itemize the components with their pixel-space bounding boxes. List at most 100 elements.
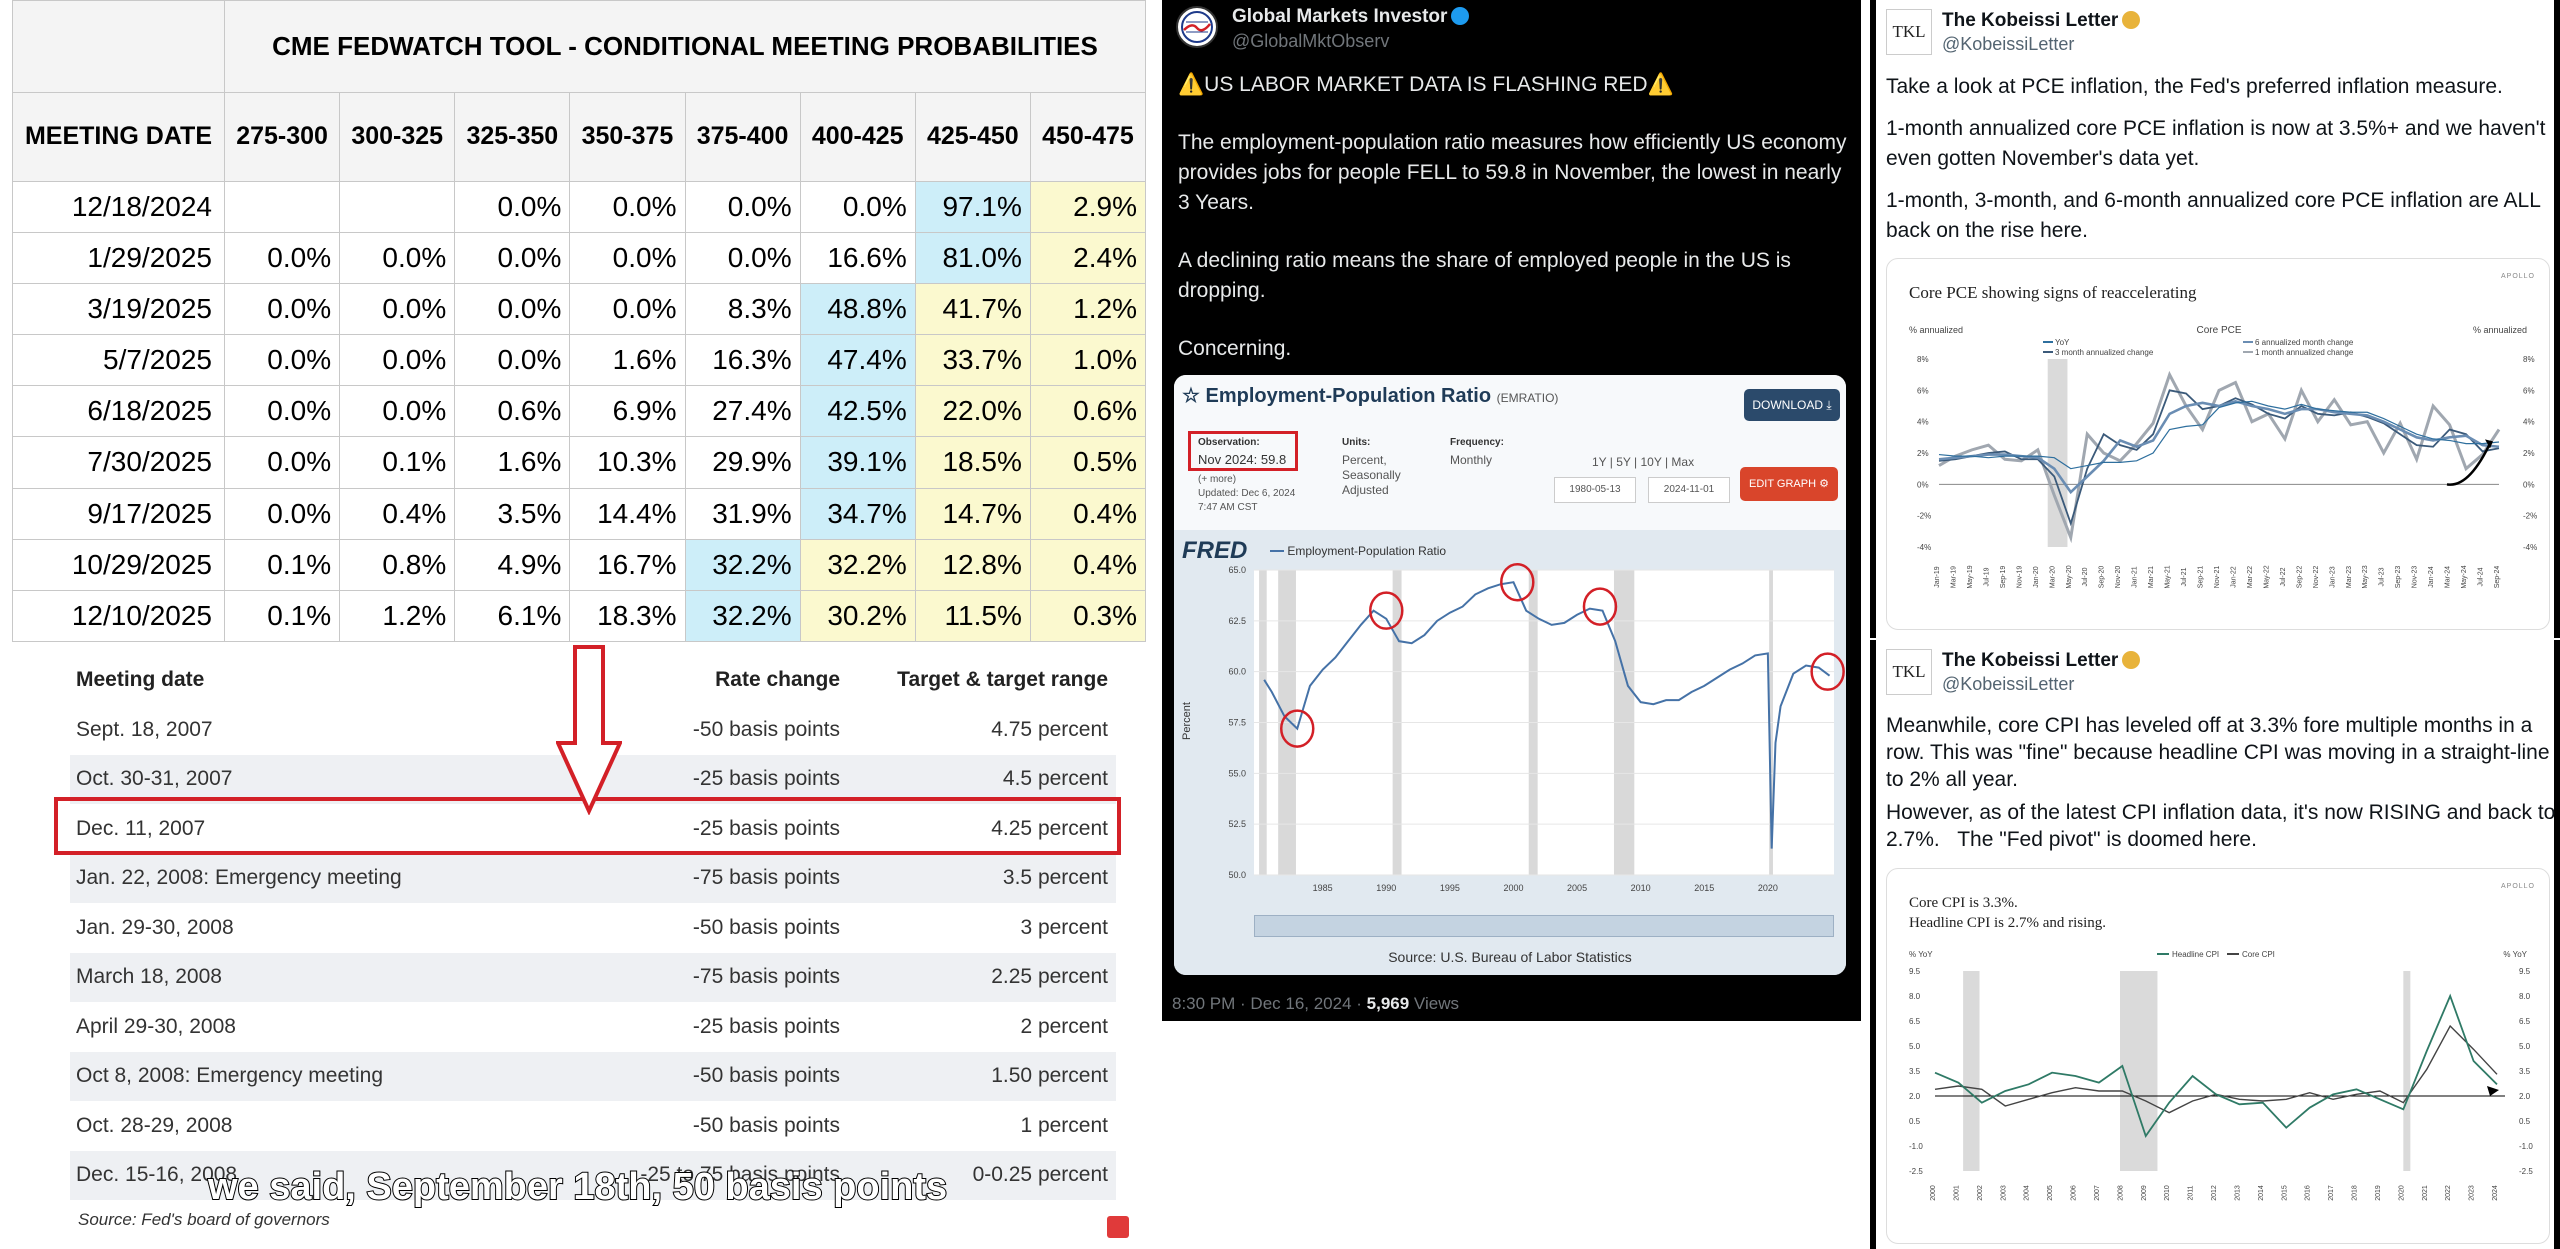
target-range-cell: 4.25 percent (991, 816, 1108, 840)
recession-band (1963, 971, 1980, 1171)
gear-icon: ⚙ (1819, 478, 1829, 490)
history-row: Dec. 15-16, 2008 -25 to 75 basis points 0-… (70, 1150, 1116, 1200)
obs-value: Nov 2024: 59.8 (1198, 452, 1287, 467)
y-tick-label-right: 9.5 (2519, 967, 2531, 976)
y-tick-label: 52.5 (1228, 819, 1246, 829)
y-tick-label: 3.5 (1909, 1067, 1921, 1076)
x-tick-label: 2016 (2305, 1185, 2312, 1201)
rate-change-cell: -25 basis points (692, 816, 840, 840)
x-tick-label: May-22 (2263, 565, 2270, 588)
probability-cell: 0.1% (339, 436, 456, 489)
avatar[interactable]: TKL (1886, 9, 1932, 55)
probability-cell: 0.0% (454, 180, 571, 233)
fred-title: Employment-Population Ratio (1205, 385, 1492, 407)
author-handle[interactable]: @GlobalMktObserv (1232, 31, 1390, 51)
author-name[interactable]: Global Markets Investor (1232, 6, 1448, 27)
probability-cell: 0.5% (1029, 436, 1147, 489)
author-name[interactable]: The Kobeissi Letter (1942, 650, 2119, 671)
probability-cell: 0.0% (454, 334, 571, 387)
x-tick-label: Sep-19 (2000, 566, 2007, 589)
cpi-chart[interactable]: % YoY % YoY Headline CPI Core CPI 9.5 9.5 8.0 8… (1887, 947, 2550, 1244)
x-tick-label: 2010 (1631, 883, 1651, 893)
probability-cell: 41.7% (914, 282, 1031, 336)
apollo-logo: APOLLO (2500, 883, 2535, 890)
probability-cell: 0.0% (684, 231, 801, 284)
tweet-kobeissi-pce: TKL The Kobeissi Letter @KobeissiLetter … (1870, 0, 2560, 638)
globe-icon (1181, 11, 1213, 43)
probability-cell (339, 180, 456, 233)
meeting-date-cell: Sept. 18, 2007 (76, 717, 213, 741)
avatar[interactable] (1176, 6, 1218, 48)
rate-change-cell: -25 basis points (692, 767, 840, 791)
tweet-paragraph: However, as of the latest CPI inflation … (1886, 801, 2556, 851)
employment-ratio-chart[interactable]: 65.0 62.5 60.0 57.5 55.0 52.5 50.0 1985 1990 1995… (1174, 560, 1846, 912)
target-range-cell: 4.75 percent (991, 717, 1108, 741)
x-tick-label: Sep-24 (2494, 566, 2501, 589)
probability-cell: 14.4% (569, 487, 686, 540)
range-slider[interactable] (1254, 915, 1834, 937)
legend-title: Core PCE (2196, 325, 2241, 336)
meeting-date-header: MEETING DATE (12, 92, 225, 182)
tweet-timestamp[interactable]: 8:30 PM · Dec 16, 2024 · (1172, 994, 1367, 1013)
history-row: Jan. 22, 2008: Emergency meeting -75 basi… (70, 853, 1116, 903)
probability-cell: 18.3% (569, 589, 686, 643)
probability-cell: 16.7% (569, 538, 686, 591)
cpi-chart-subtitle: Headline CPI is 2.7% and rising. (1909, 915, 2107, 931)
x-tick-label: Mar-19 (1950, 566, 1957, 588)
date-from-input[interactable]: 1980-05-13 (1554, 477, 1636, 503)
range-selector[interactable]: 1Y | 5Y | 10Y | Max (1592, 455, 1695, 469)
y-tick-label: 60.0 (1228, 667, 1246, 677)
x-tick-label: 2008 (2117, 1185, 2124, 1201)
edit-graph-button[interactable]: EDIT GRAPH ⚙ (1740, 467, 1838, 501)
history-row: Dec. 11, 2007 -25 basis points 4.25 percen… (70, 804, 1116, 854)
red-logo-icon (1107, 1216, 1129, 1238)
warning-icon: ⚠️ (1647, 73, 1674, 96)
author-handle[interactable]: @KobeissiLetter (1942, 674, 2075, 694)
cpi-chart-card[interactable]: APOLLO Core CPI is 3.3%. Headline CPI is… (1886, 868, 2550, 1244)
probability-cell: 30.2% (799, 589, 916, 643)
probability-cell: 0.1% (223, 538, 341, 591)
legend-label: 1 month annualized change (2255, 348, 2354, 357)
obs-label: Observation: (1198, 437, 1260, 448)
x-tick-label: 2000 (1503, 883, 1523, 893)
x-tick-label: 1985 (1313, 883, 1333, 893)
target-range-cell: 3.5 percent (1002, 866, 1108, 890)
pce-chart-card[interactable]: APOLLO Core PCE showing signs of reaccel… (1886, 258, 2550, 630)
y-tick-label: 8.0 (1909, 992, 1921, 1001)
x-tick-label: Nov-22 (2313, 566, 2320, 589)
probability-cell: 0.0% (799, 180, 916, 233)
avatar[interactable]: TKL (1886, 649, 1932, 695)
download-button[interactable]: DOWNLOAD ⤓ (1744, 389, 1840, 421)
rate-change-cell: -50 basis points (692, 915, 840, 939)
x-tick-label: 2023 (2469, 1185, 2476, 1201)
series-line (1934, 993, 2498, 1138)
star-icon[interactable]: ☆ (1182, 385, 1200, 407)
tweet-paragraph: 1-month annualized core PCE inflation is… (1886, 117, 2546, 170)
probability-cell: 8.3% (684, 282, 801, 336)
probability-cell: 0.4% (339, 487, 456, 540)
y-tick-label-right: 2% (2523, 449, 2535, 458)
rate-col-header: 350-375 (569, 92, 686, 182)
meeting-date-cell: Oct. 30-31, 2007 (76, 767, 233, 791)
obs-more[interactable]: (+ more) (1198, 474, 1237, 485)
probability-cell: 32.2% (799, 538, 916, 591)
probability-cell: 34.7% (799, 487, 916, 540)
x-tick-label: Jan-21 (2132, 566, 2139, 588)
x-tick-label: 2018 (2352, 1185, 2359, 1201)
y-tick-label-right: 3.5 (2519, 1067, 2531, 1076)
x-tick-label: 2015 (2281, 1185, 2288, 1201)
x-tick-label: 2010 (2164, 1185, 2171, 1201)
x-tick-label: Sep-22 (2296, 566, 2303, 589)
table-row: 10/29/2025 0.1% 0.8% 4.9% 16.7% 32.2% 32.2% 12.… (12, 538, 1147, 591)
author-handle[interactable]: @KobeissiLetter (1942, 34, 2075, 54)
probability-cell: 0.4% (1029, 487, 1147, 540)
table-row: 1/29/2025 0.0% 0.0% 0.0% 0.0% 0.0% 16.6% 81.0% 2… (12, 231, 1147, 284)
date-to-input[interactable]: 2024-11-01 (1648, 477, 1730, 503)
fred-chart-card[interactable]: ☆ Employment-Population Ratio (EMRATIO) … (1174, 375, 1846, 975)
probability-cell: 0.0% (339, 282, 456, 336)
tweet-kobeissi-cpi: TKL The Kobeissi Letter @KobeissiLetter … (1870, 640, 2560, 1249)
x-tick-label: 1995 (1440, 883, 1460, 893)
author-name[interactable]: The Kobeissi Letter (1942, 10, 2119, 31)
x-tick-label: Sep-23 (2395, 566, 2402, 589)
